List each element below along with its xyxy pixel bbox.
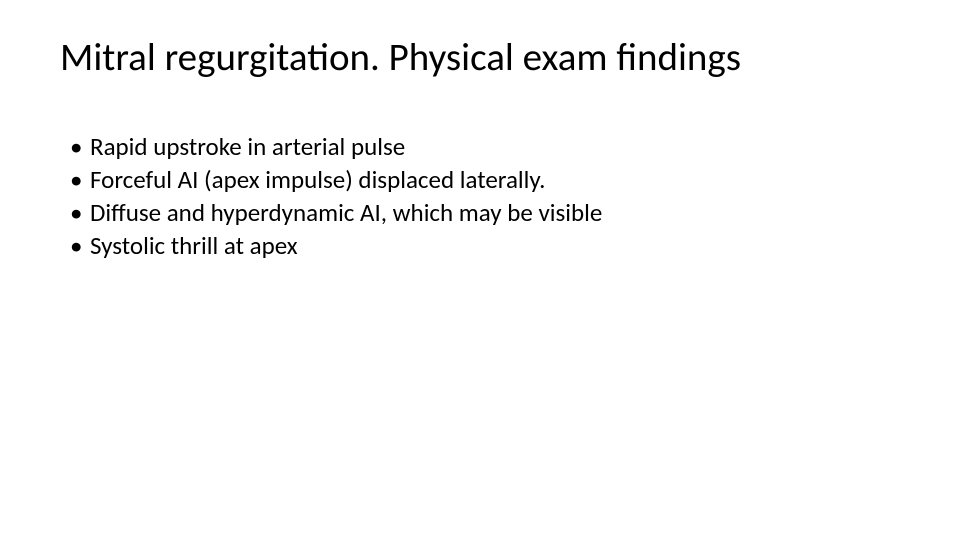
- bullet-list: Rapid upstroke in arterial pulse Forcefu…: [60, 130, 900, 262]
- list-item: Systolic thrill at apex: [70, 229, 900, 262]
- list-item: Diffuse and hyperdynamic AI, which may b…: [70, 196, 900, 229]
- slide-container: Mitral regurgitation. Physical exam find…: [0, 0, 960, 540]
- list-item: Rapid upstroke in arterial pulse: [70, 130, 900, 163]
- slide-title: Mitral regurgitation. Physical exam find…: [60, 35, 900, 82]
- list-item: Forceful AI (apex impulse) displaced lat…: [70, 163, 900, 196]
